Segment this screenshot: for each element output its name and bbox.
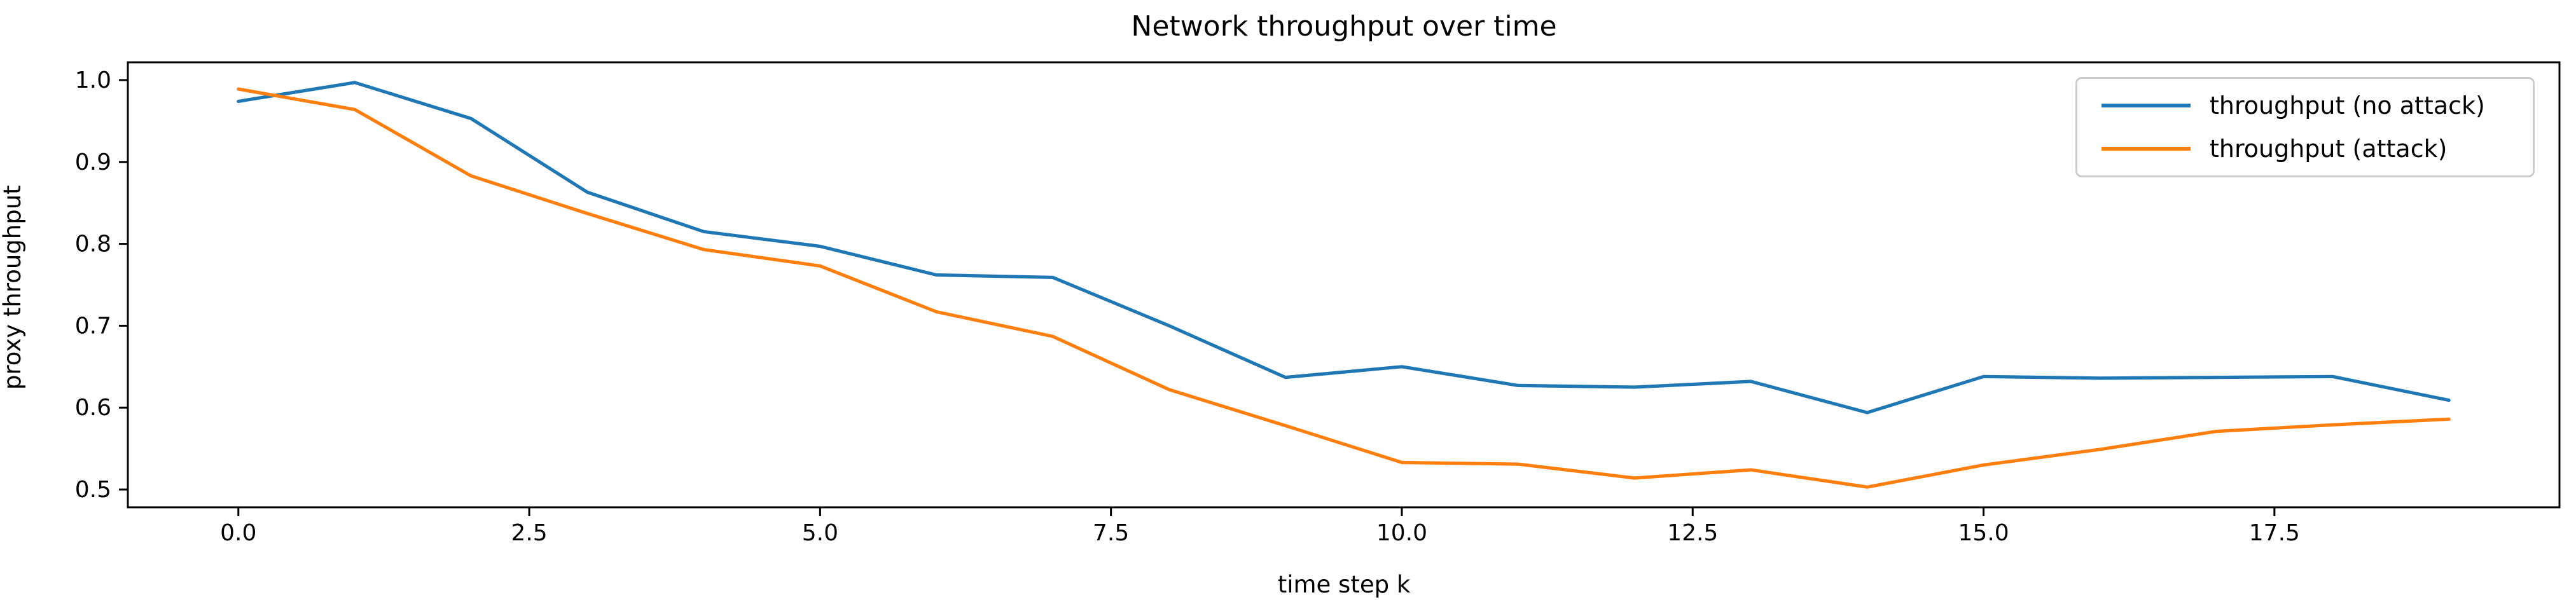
series-line-1 (237, 87, 2451, 489)
y-tick-label: 1.0 (75, 67, 111, 93)
legend-entry-1: throughput (attack) (2077, 132, 2533, 165)
y-tick-label: 0.6 (75, 395, 111, 421)
y-tick-label: 0.5 (75, 477, 111, 503)
legend-label-1: throughput (attack) (2210, 135, 2448, 163)
x-tick-label: 2.5 (511, 520, 547, 546)
legend-label-0: throughput (no attack) (2210, 92, 2485, 120)
x-tick-label: 7.5 (1093, 520, 1129, 546)
x-tick-label: 17.5 (2249, 520, 2300, 546)
legend-entry-0: throughput (no attack) (2077, 89, 2533, 122)
series-line-0 (237, 81, 2451, 414)
x-tick-label: 5.0 (802, 520, 838, 546)
legend-line-sample-1 (2102, 147, 2191, 151)
y-tick-label: 0.7 (75, 313, 111, 339)
legend-line-sample-0 (2102, 104, 2191, 107)
x-axis-label: time step k (1277, 571, 1411, 598)
axes-spines (127, 61, 2561, 509)
x-tick-label: 15.0 (1958, 520, 2009, 546)
x-tick-label: 10.0 (1376, 520, 1427, 546)
y-tick-label: 0.9 (75, 149, 111, 175)
x-tick-label: 12.5 (1667, 520, 1718, 546)
x-tick-label: 0.0 (220, 520, 256, 546)
chart-title: Network throughput over time (1131, 10, 1557, 43)
y-tick-label: 0.8 (75, 231, 111, 257)
legend: throughput (no attack) throughput (attack… (2075, 77, 2535, 177)
